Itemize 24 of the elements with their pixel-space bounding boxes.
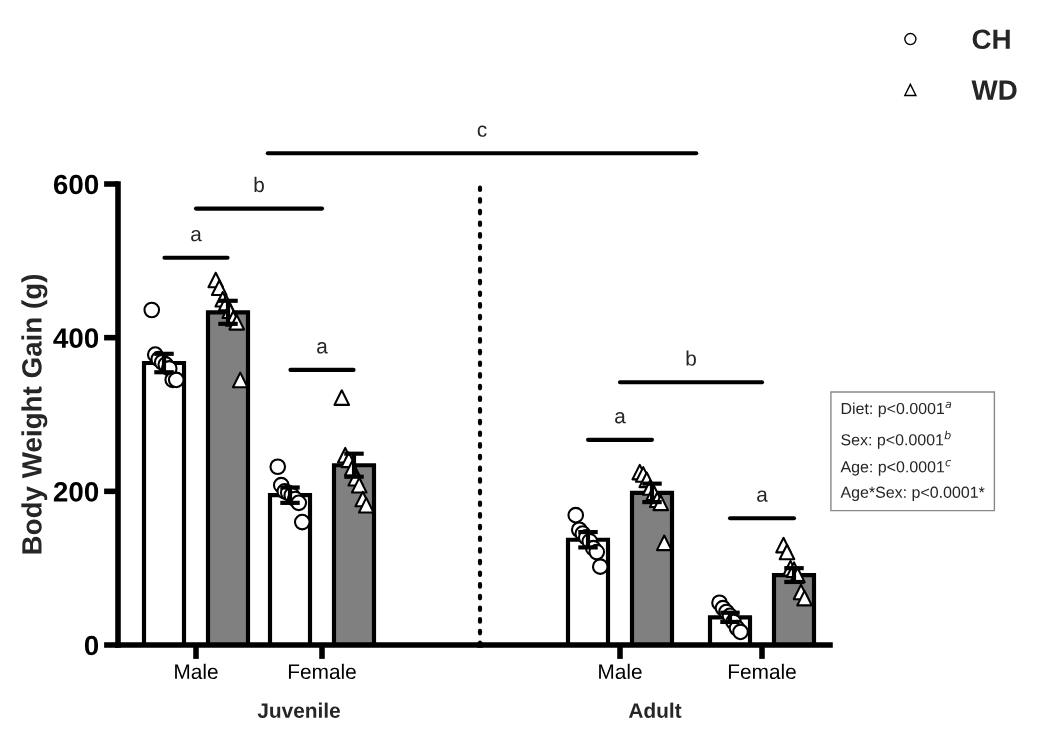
text: Sex: p<0.0001$^{b}$: [841, 430, 951, 449]
annotation: a: [757, 490, 768, 502]
x-tick-label: Female: [288, 663, 356, 680]
text: c: [477, 125, 487, 137]
y-tick-label: 200: [53, 482, 99, 502]
annotation: a: [615, 412, 626, 424]
annotation: b: [254, 176, 264, 193]
y-tick-label: 600: [53, 174, 99, 195]
y-axis-title: Body Weight Gain (g): [21, 274, 48, 554]
y-tick-label: 400: [53, 328, 99, 349]
legend-label: CH: [972, 29, 1010, 50]
x-axis-title: Adult: [628, 702, 682, 718]
annotation: b: [686, 350, 696, 366]
x-tick-label: Male: [599, 663, 642, 680]
text: Age*Sex: p<0.0001*: [840, 486, 985, 502]
annotation: a: [317, 342, 328, 354]
x-tick-label: Female: [728, 663, 796, 680]
annotation: a: [191, 229, 202, 242]
y-tick-label: 0: [84, 635, 99, 656]
text: Diet: p<0.0001$^{a}$: [841, 401, 952, 418]
x-tick-label: Male: [175, 663, 218, 680]
x-axis-title: Juvenile: [257, 702, 340, 718]
text: Age: p<0.0001$^{c}$: [840, 459, 951, 476]
legend-label: WD: [971, 80, 1017, 100]
